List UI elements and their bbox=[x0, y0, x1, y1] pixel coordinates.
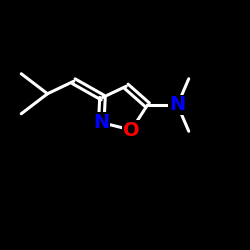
Text: O: O bbox=[123, 120, 140, 140]
Text: N: N bbox=[93, 113, 110, 132]
Text: N: N bbox=[170, 96, 186, 114]
